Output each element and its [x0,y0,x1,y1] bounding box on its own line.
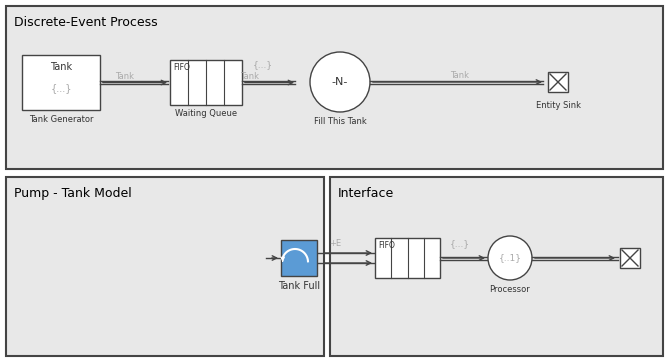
Text: FIFO: FIFO [378,241,395,250]
FancyBboxPatch shape [330,177,663,356]
Text: Fill This Tank: Fill This Tank [314,118,367,126]
Text: Discrete-Event Process: Discrete-Event Process [14,16,158,29]
Text: +E: +E [329,240,341,248]
FancyBboxPatch shape [548,72,568,92]
FancyBboxPatch shape [6,177,324,356]
Text: Interface: Interface [338,187,394,200]
Text: Tank: Tank [50,62,72,72]
Ellipse shape [310,52,370,112]
FancyBboxPatch shape [170,60,242,105]
Text: Waiting Queue: Waiting Queue [175,109,237,118]
Text: Tank: Tank [116,72,134,81]
Text: {..1}: {..1} [498,253,522,262]
Text: Tank Full: Tank Full [278,281,320,291]
Text: {...}: {...} [450,240,470,248]
Text: Tank: Tank [240,72,260,81]
FancyBboxPatch shape [22,55,100,110]
Text: Entity Sink: Entity Sink [535,101,581,110]
FancyBboxPatch shape [281,240,317,276]
Text: -N-: -N- [332,77,348,87]
Text: {...}: {...} [253,60,273,69]
Text: Tank: Tank [450,72,470,80]
FancyBboxPatch shape [6,6,663,169]
FancyBboxPatch shape [620,248,640,268]
Text: Tank Generator: Tank Generator [29,114,93,123]
Text: {...}: {...} [50,84,72,93]
Text: FIFO: FIFO [173,63,190,72]
Ellipse shape [488,236,532,280]
Text: Processor: Processor [490,286,531,295]
FancyBboxPatch shape [375,238,440,278]
Text: Pump - Tank Model: Pump - Tank Model [14,187,132,200]
